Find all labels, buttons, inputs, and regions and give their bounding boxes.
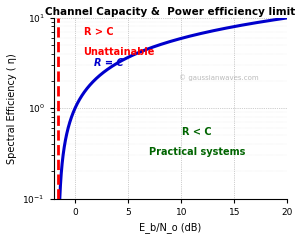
X-axis label: E_b/N_o (dB): E_b/N_o (dB) — [140, 222, 202, 233]
Text: © gaussianwaves.com: © gaussianwaves.com — [178, 74, 258, 80]
Y-axis label: Spectral Efficiency ( η): Spectral Efficiency ( η) — [7, 53, 17, 163]
Text: Unattainable: Unattainable — [84, 47, 155, 57]
Text: R > C: R > C — [84, 27, 113, 37]
Text: R = C: R = C — [94, 58, 124, 68]
Text: R < C: R < C — [182, 127, 212, 137]
Title: Channel Capacity &  Power efficiency limit: Channel Capacity & Power efficiency limi… — [46, 7, 296, 17]
Text: Practical systems: Practical systems — [149, 147, 245, 157]
